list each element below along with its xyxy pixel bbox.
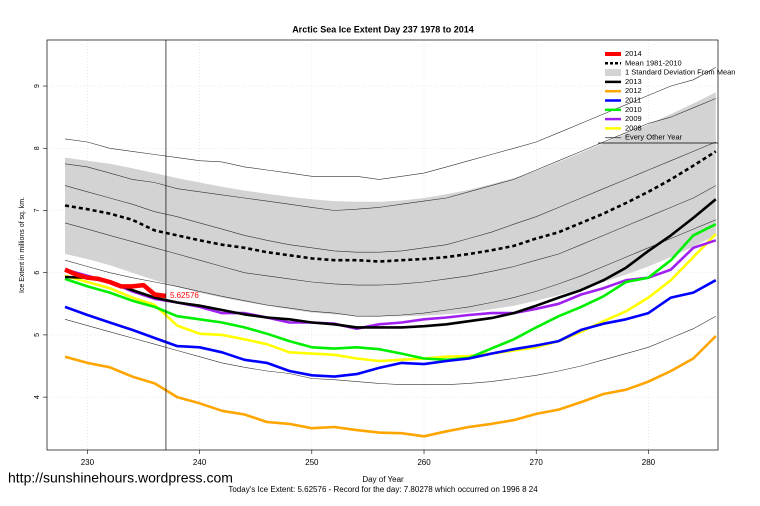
value-label: 5.62576 bbox=[170, 291, 199, 300]
y-tick-label: 7 bbox=[34, 208, 41, 212]
y-tick-label: 9 bbox=[34, 84, 41, 88]
footnote: Today's Ice Extent: 5.62576 - Record for… bbox=[228, 485, 538, 494]
legend-label: 2008 bbox=[625, 123, 642, 132]
legend-label: 2010 bbox=[625, 105, 642, 114]
series-line bbox=[64, 279, 717, 378]
plot-frame bbox=[46, 39, 719, 451]
year-line bbox=[64, 185, 716, 286]
year-line bbox=[64, 315, 716, 385]
x-tick-label: 270 bbox=[530, 458, 544, 467]
year-line bbox=[64, 219, 716, 317]
series-line bbox=[64, 198, 717, 329]
x-tick-label: 260 bbox=[417, 458, 431, 467]
year-line bbox=[64, 141, 716, 253]
legend-label: 2012 bbox=[625, 86, 642, 95]
series-line bbox=[64, 223, 717, 362]
x-tick-label: 240 bbox=[193, 458, 207, 467]
legend-swatch bbox=[605, 69, 621, 77]
x-tick-label: 280 bbox=[642, 458, 656, 467]
legend-label: Every Other Year bbox=[625, 133, 683, 142]
watermark: http://sunshinehours.wordpress.com bbox=[8, 470, 233, 486]
legend-label: 2011 bbox=[625, 95, 641, 104]
series-line bbox=[64, 267, 167, 299]
legend-label: Mean 1981-2010 bbox=[625, 58, 682, 67]
series-line bbox=[64, 335, 717, 438]
x-axis-label: Day of Year bbox=[362, 475, 404, 484]
legend-label: 2013 bbox=[625, 77, 642, 86]
x-tick-label: 230 bbox=[81, 458, 95, 467]
y-tick-label: 5 bbox=[34, 333, 41, 337]
series-line bbox=[64, 150, 717, 263]
year-line bbox=[64, 67, 716, 180]
legend-label: 1 Standard Deviation From Mean bbox=[625, 68, 735, 77]
legend-label: 2014 bbox=[625, 49, 642, 58]
y-tick-label: 8 bbox=[34, 146, 41, 150]
year-line bbox=[64, 98, 716, 211]
y-axis-label: Ice Extent in millions of sq. km. bbox=[19, 197, 26, 293]
sd-band bbox=[65, 92, 716, 317]
chart-title: Arctic Sea Ice Extent Day 237 1978 to 20… bbox=[292, 24, 474, 34]
series-line bbox=[64, 233, 717, 363]
x-tick-label: 250 bbox=[305, 458, 319, 467]
legend-label: 2009 bbox=[625, 114, 642, 123]
y-tick-label: 4 bbox=[34, 395, 41, 399]
y-tick-label: 6 bbox=[34, 271, 41, 275]
